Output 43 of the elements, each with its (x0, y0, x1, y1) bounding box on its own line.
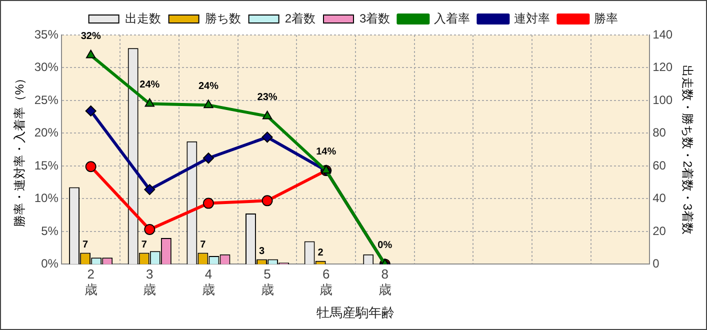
y2-tick-label: 0 (652, 256, 660, 271)
data-label: 24% (198, 80, 219, 92)
data-label: 7 (141, 239, 148, 250)
legend-label: 2着数 (284, 11, 316, 26)
data-label: 7 (82, 239, 89, 250)
y2-axis-title: 出走数・勝ち数・2着数・3着数 (680, 64, 694, 234)
legend-label: 勝ち数 (204, 11, 241, 26)
x-axis-title: 牡馬産駒年齢 (316, 304, 394, 320)
data-label: 23% (257, 92, 278, 103)
x-tick-label: 2 歳 (84, 266, 98, 298)
y-tick-label: 10% (34, 191, 59, 206)
y2-tick-label: 100 (652, 92, 673, 107)
y-tick-label: 30% (34, 60, 59, 74)
data-label: 14% (316, 146, 336, 158)
data-label: 0% (378, 240, 392, 251)
legend-label: 3着数 (360, 11, 390, 26)
y-axis-title: 勝率・連対率・入着率（%） (12, 72, 27, 227)
x-tick-label: 8歳 (378, 266, 392, 298)
x-tick-label: 6歳 (320, 266, 333, 298)
legend-label: 出走数 (124, 11, 161, 26)
y2-tick-label: 60 (652, 158, 666, 172)
y-tick-label: 0% (41, 256, 59, 271)
y-tick-label: 25% (34, 92, 59, 107)
legend-label: 連対率 (514, 11, 550, 26)
x-tick-label: 4歳 (202, 266, 215, 298)
y2-tick-label: 120 (652, 60, 673, 74)
y-tick-label: 35% (34, 27, 59, 42)
legend-label: 入着率 (434, 11, 470, 26)
y2-tick-label: 20 (652, 224, 666, 238)
y2-tick-label: 140 (652, 27, 673, 42)
x-tick-label: 3 歳 (143, 266, 156, 298)
y2-tick-label: 40 (652, 191, 666, 206)
data-label: 7 (200, 239, 206, 250)
x-tick-label: 5歳 (260, 266, 274, 298)
y-tick-label: 15% (34, 158, 59, 172)
legend-label: 勝率 (594, 11, 618, 26)
data-label: 32% (80, 31, 101, 42)
data-label: 2 (318, 248, 324, 259)
y2-tick-label: 80 (652, 126, 666, 140)
y-tick-label: 5% (41, 224, 59, 238)
data-label: 3 (258, 246, 265, 258)
y-tick-label: 20% (34, 126, 59, 140)
data-label: 24% (140, 80, 160, 91)
